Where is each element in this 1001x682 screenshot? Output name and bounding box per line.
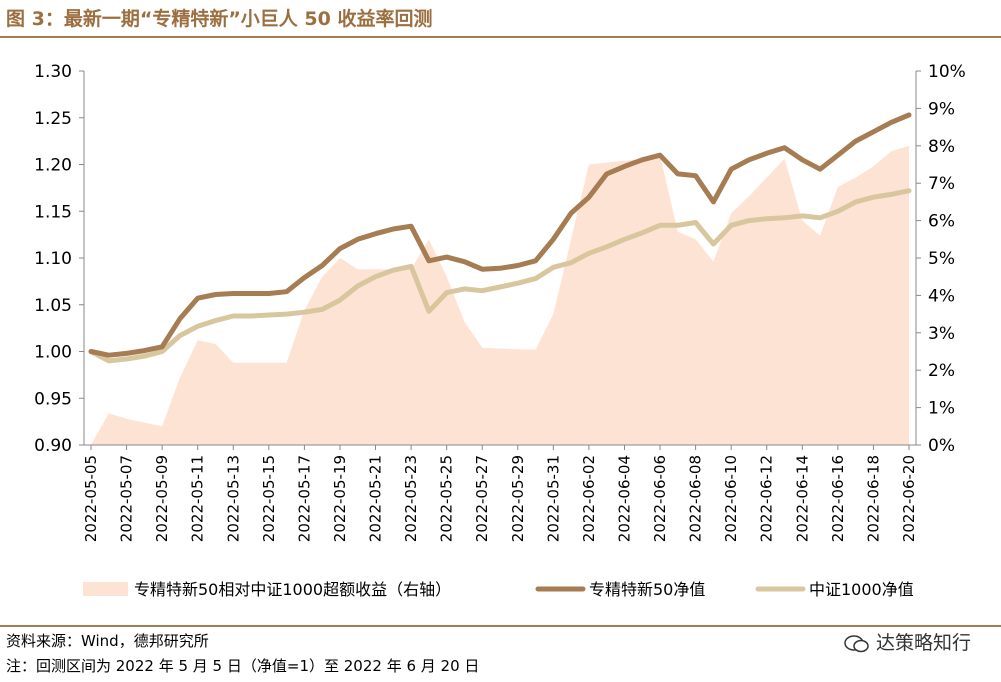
- right-tick-label: 10%: [928, 62, 966, 82]
- x-tick-label: 2022-06-08: [687, 455, 705, 542]
- x-tick-label: 2022-05-11: [189, 455, 207, 542]
- left-tick-label: 1.10: [34, 249, 72, 269]
- right-tick-label: 8%: [928, 137, 955, 157]
- legend-label-area: 专精特新50相对中证1000超额收益（右轴）: [134, 580, 451, 599]
- left-tick-label: 1.00: [34, 343, 72, 363]
- chart: 0.90 0.95 1.00 1.05 1.10 1.15 1.20 1.25 1.30 0% 1%…: [34, 62, 966, 599]
- right-tick-label: 2%: [928, 361, 955, 381]
- top-rule: [0, 36, 1001, 38]
- right-tick-label: 5%: [928, 249, 955, 269]
- left-tick-label: 1.25: [34, 109, 72, 129]
- wechat-icon: [844, 634, 869, 652]
- x-tick-label: 2022-05-17: [295, 455, 313, 542]
- right-tick-label: 4%: [928, 286, 955, 306]
- x-tick-label: 2022-05-15: [260, 455, 278, 542]
- figure-title: 图 3：最新一期“专精特新”小巨人 50 收益率回测: [6, 8, 433, 30]
- x-tick-label: 2022-05-25: [438, 455, 456, 542]
- left-tick-label: 1.20: [34, 156, 72, 176]
- line-layer: [88, 112, 912, 364]
- x-tick-label: 2022-05-27: [473, 455, 491, 542]
- left-tick-label: 0.90: [34, 436, 72, 456]
- right-tick-label: 1%: [928, 399, 955, 419]
- x-tick-label: 2022-05-31: [544, 455, 562, 542]
- watermark-text: 达策略知行: [875, 632, 971, 654]
- left-tick-label: 1.15: [34, 202, 72, 222]
- axis-layer: 0.90 0.95 1.00 1.05 1.10 1.15 1.20 1.25 1.30 0% 1%…: [34, 62, 966, 542]
- left-tick-label: 1.05: [34, 296, 72, 316]
- x-tick-label: 2022-05-19: [331, 455, 349, 542]
- x-tick-label: 2022-06-12: [758, 455, 776, 542]
- x-tick-label: 2022-05-13: [224, 455, 242, 542]
- x-tick-label: 2022-05-23: [402, 455, 420, 542]
- csi1000-nav-line: [88, 188, 912, 364]
- area-layer: [91, 145, 909, 446]
- legend: 专精特新50相对中证1000超额收益（右轴） 专精特新50净值 中证1000净值: [83, 580, 914, 599]
- x-tick-label: 2022-06-16: [829, 455, 847, 542]
- right-tick-label: 6%: [928, 212, 955, 232]
- source-note: 资料来源：Wind，德邦研究所: [6, 632, 209, 650]
- right-tick-label: 9%: [928, 99, 955, 119]
- excess-return-area: [91, 145, 909, 446]
- x-tick-label: 2022-05-09: [153, 455, 171, 542]
- legend-label-zjtx50: 专精特新50净值: [589, 580, 705, 599]
- x-tick-label: 2022-06-04: [615, 455, 633, 542]
- x-tick-label: 2022-05-29: [509, 455, 527, 542]
- x-tick-label: 2022-06-20: [900, 455, 918, 542]
- x-tick-label: 2022-06-02: [580, 455, 598, 542]
- backtest-note: 注：回测区间为 2022 年 5 月 5 日（净值=1）至 2022 年 6 月…: [6, 657, 480, 675]
- x-tick-label: 2022-06-18: [864, 455, 882, 542]
- legend-label-csi1000: 中证1000净值: [809, 580, 914, 599]
- left-tick-label: 0.95: [34, 389, 72, 409]
- x-tick-label: 2022-05-07: [118, 455, 136, 542]
- right-tick-label: 7%: [928, 174, 955, 194]
- right-tick-label: 0%: [928, 436, 955, 456]
- x-tick-label: 2022-06-06: [651, 455, 669, 542]
- x-tick-label: 2022-05-05: [82, 455, 100, 542]
- watermark: 达策略知行: [844, 628, 971, 655]
- x-tick-label: 2022-06-14: [793, 455, 811, 542]
- right-tick-label: 3%: [928, 324, 955, 344]
- zjtx50-nav-line: [88, 112, 912, 358]
- bottom-rule: [0, 625, 1001, 627]
- left-tick-label: 1.30: [34, 62, 72, 82]
- x-tick-label: 2022-06-10: [722, 455, 740, 542]
- legend-swatch-area: [83, 582, 128, 596]
- x-tick-label: 2022-05-21: [367, 455, 385, 542]
